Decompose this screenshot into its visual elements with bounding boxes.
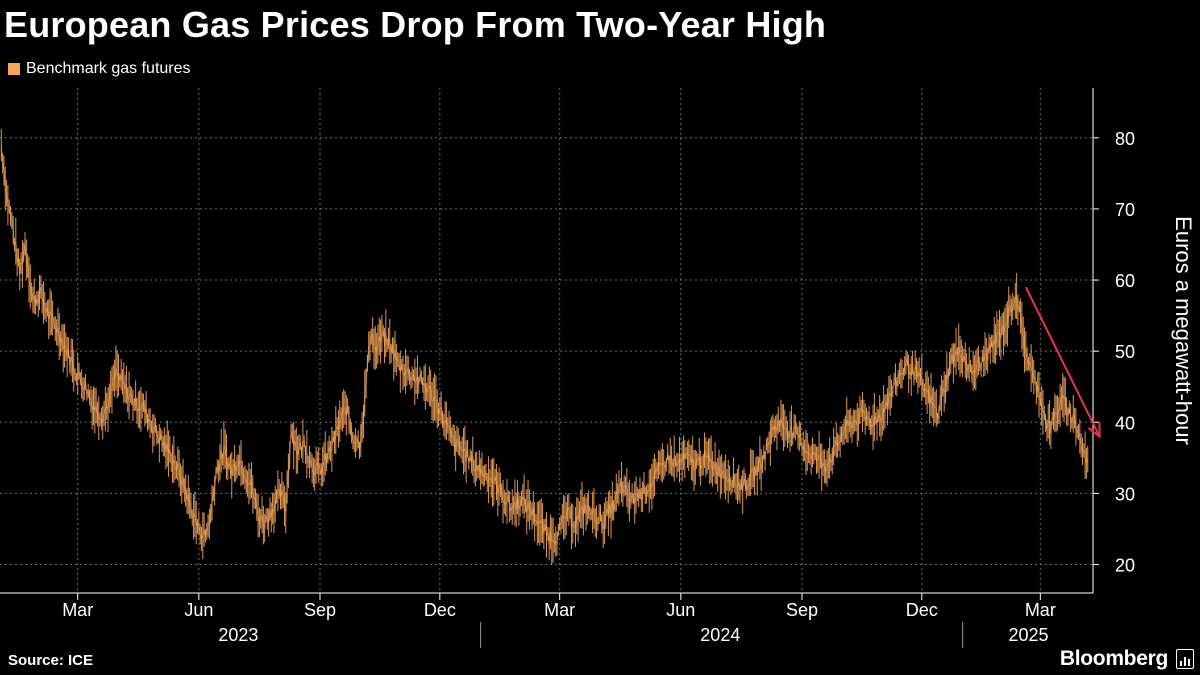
axes: 20 30 40 50 60 70 80 Mar Jun Sep Dec Mar Jun Sep Dec Ma… (0, 88, 1196, 648)
source-note: Source: ICE (8, 652, 94, 669)
x-tick-label: Mar (544, 600, 575, 620)
y-tick-label: 40 (1115, 413, 1135, 433)
y-tick-label: 50 (1115, 342, 1135, 362)
legend-swatch (8, 63, 20, 75)
trend-arrow-head (1087, 422, 1101, 439)
y-tick-label: 20 (1115, 556, 1135, 576)
y-axis-title: Euros a megawatt-hour (1171, 216, 1196, 445)
y-tick-label: 70 (1115, 200, 1135, 220)
annotations (1024, 286, 1101, 439)
chart-icon (1176, 649, 1194, 669)
x-tick-label: Dec (906, 600, 938, 620)
x-tick-label: Sep (786, 600, 818, 620)
x-tick-label: Mar (1025, 600, 1056, 620)
x-tick-label: Dec (424, 600, 456, 620)
legend: Benchmark gas futures (8, 60, 191, 78)
legend-label: Benchmark gas futures (26, 60, 191, 77)
grid (0, 88, 1093, 593)
x-tick-label: Jun (666, 600, 695, 620)
year-label: 2023 (218, 625, 258, 645)
x-tick-label: Sep (304, 600, 336, 620)
chart-title: European Gas Prices Drop From Two-Year H… (4, 4, 827, 45)
bloomberg-logo: Bloomberg (1059, 647, 1168, 670)
x-tick-label: Mar (62, 600, 93, 620)
series-benchmark-gas-futures (0, 128, 1089, 565)
year-label: 2024 (700, 625, 740, 645)
year-label: 2025 (1008, 625, 1048, 645)
y-tick-label: 30 (1115, 484, 1135, 504)
y-tick-label: 80 (1115, 129, 1135, 149)
price-line (0, 145, 1089, 546)
x-tick-label: Jun (184, 600, 213, 620)
y-tick-label: 60 (1115, 271, 1135, 291)
trend-arrow-line (1024, 286, 1101, 437)
